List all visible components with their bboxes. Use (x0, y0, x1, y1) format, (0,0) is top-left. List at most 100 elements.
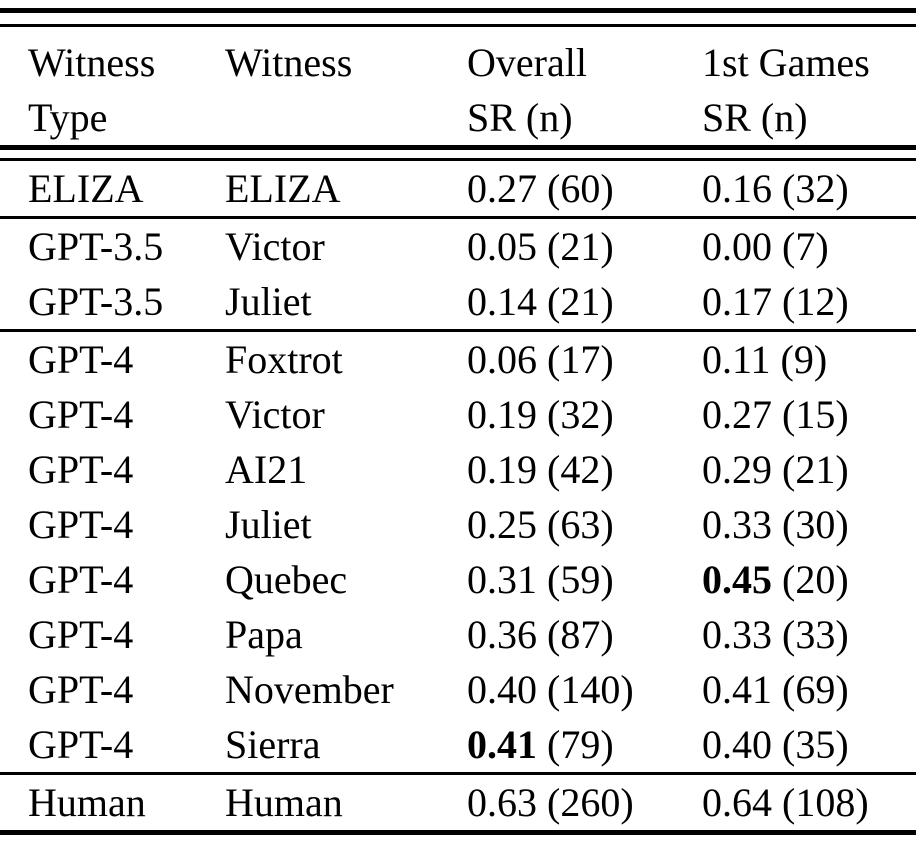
cell-witness-type: GPT-4 (28, 337, 134, 382)
n-value: (15) (782, 392, 849, 437)
group-separator-rule (0, 329, 916, 332)
sr-value: 0.19 (467, 392, 537, 437)
sr-value: 0.40 (467, 667, 537, 712)
cell-witness-type: GPT-3.5 (28, 224, 164, 269)
n-value: (260) (547, 780, 634, 825)
cell-witness: Foxtrot (225, 337, 343, 382)
sr-value: 0.63 (467, 780, 537, 825)
table-row: GPT-3.5 Victor 0.05 (21) 0.00 (7) (0, 219, 916, 274)
cell-witness: November (225, 667, 394, 712)
n-value: (59) (547, 557, 614, 602)
rule-thin (0, 216, 916, 219)
header-line: 1st Games (702, 40, 870, 85)
table-row: GPT-3.5 Juliet 0.14 (21) 0.17 (12) (0, 274, 916, 329)
table-row: GPT-4 Sierra 0.41 (79) 0.40 (35) (0, 717, 916, 772)
sr-value: 0.64 (702, 780, 772, 825)
n-value: (60) (547, 166, 614, 211)
cell-witness-type: GPT-4 (28, 612, 134, 657)
cell-overall-sr: 0.31 (59) (467, 552, 702, 607)
n-value: (140) (547, 667, 634, 712)
cell-witness: Victor (225, 224, 325, 269)
n-value: (33) (782, 612, 849, 657)
cell-witness-type: Human (28, 780, 146, 825)
rule-thick (0, 830, 916, 835)
table-row: GPT-4 Juliet 0.25 (63) 0.33 (30) (0, 497, 916, 552)
cell-witness-type: GPT-4 (28, 667, 134, 712)
cell-first-games-sr: 0.11 (9) (702, 332, 916, 387)
cell-witness: Juliet (225, 279, 312, 324)
n-value: (20) (782, 557, 849, 602)
sr-value: 0.27 (702, 392, 772, 437)
n-value: (9) (780, 337, 828, 382)
sr-value: 0.41 (702, 667, 772, 712)
table-row: GPT-4 Quebec 0.31 (59) 0.45 (20) (0, 552, 916, 607)
n-value: (63) (547, 502, 614, 547)
rule-thin (0, 772, 916, 775)
sr-value: 0.14 (467, 279, 537, 324)
table-row: ELIZA ELIZA 0.27 (60) 0.16 (32) (0, 161, 916, 216)
sr-value: 0.06 (467, 337, 537, 382)
cell-overall-sr: 0.25 (63) (467, 497, 702, 552)
results-table: Witness Type Witness Overall SR (n) 1st … (0, 8, 916, 835)
sr-value: 0.05 (467, 224, 537, 269)
table-row: GPT-4 Papa 0.36 (87) 0.33 (33) (0, 607, 916, 662)
top-double-rule (0, 8, 916, 27)
rule-thick (0, 145, 916, 150)
cell-first-games-sr: 0.33 (30) (702, 497, 916, 552)
sr-value-bold: 0.41 (467, 722, 537, 767)
cell-witness: Quebec (225, 557, 348, 602)
cell-witness-type: GPT-4 (28, 557, 134, 602)
sr-value: 0.33 (702, 502, 772, 547)
sr-value-bold: 0.45 (702, 557, 772, 602)
n-value: (21) (547, 224, 614, 269)
cell-witness: Juliet (225, 502, 312, 547)
table-header-row: Witness Type Witness Overall SR (n) 1st … (0, 27, 916, 145)
sr-value: 0.11 (702, 337, 771, 382)
cell-overall-sr: 0.05 (21) (467, 219, 702, 274)
cell-first-games-sr: 0.16 (32) (702, 161, 916, 216)
cell-witness: Victor (225, 392, 325, 437)
group-separator-rule (0, 216, 916, 219)
cell-witness-type: GPT-3.5 (28, 279, 164, 324)
cell-witness-type: ELIZA (28, 166, 144, 211)
n-value: (17) (547, 337, 614, 382)
n-value: (30) (782, 502, 849, 547)
table-row: GPT-4 Foxtrot 0.06 (17) 0.11 (9) (0, 332, 916, 387)
bottom-rule (0, 830, 916, 835)
rule-thin (0, 329, 916, 332)
n-value: (21) (547, 279, 614, 324)
cell-witness-type: GPT-4 (28, 722, 134, 767)
cell-witness: AI21 (225, 447, 308, 492)
sr-value: 0.31 (467, 557, 537, 602)
header-line: SR (n) (467, 95, 573, 140)
cell-witness-type: GPT-4 (28, 502, 134, 547)
cell-first-games-sr: 0.40 (35) (702, 717, 916, 772)
cell-witness: ELIZA (225, 166, 341, 211)
n-value: (87) (547, 612, 614, 657)
cell-overall-sr: 0.63 (260) (467, 775, 702, 830)
header-line: Overall (467, 40, 587, 85)
cell-witness: Sierra (225, 722, 321, 767)
cell-first-games-sr: 0.45 (20) (702, 552, 916, 607)
table-row: GPT-4 Victor 0.19 (32) 0.27 (15) (0, 387, 916, 442)
cell-first-games-sr: 0.17 (12) (702, 274, 916, 329)
cell-overall-sr: 0.14 (21) (467, 274, 702, 329)
sr-value: 0.33 (702, 612, 772, 657)
cell-overall-sr: 0.19 (42) (467, 442, 702, 497)
col-header-first-games-sr: 1st Games SR (n) (702, 27, 916, 145)
cell-overall-sr: 0.19 (32) (467, 387, 702, 442)
header-line: Type (28, 95, 108, 140)
header-line: Witness (28, 40, 156, 85)
rule-thin (0, 158, 916, 161)
cell-witness: Papa (225, 612, 303, 657)
cell-overall-sr: 0.27 (60) (467, 161, 702, 216)
cell-overall-sr: 0.41 (79) (467, 717, 702, 772)
n-value: (69) (782, 667, 849, 712)
cell-overall-sr: 0.40 (140) (467, 662, 702, 717)
sr-value: 0.16 (702, 166, 772, 211)
sr-value: 0.00 (702, 224, 772, 269)
cell-witness: Human (225, 780, 343, 825)
sr-value: 0.36 (467, 612, 537, 657)
n-value: (79) (547, 722, 614, 767)
